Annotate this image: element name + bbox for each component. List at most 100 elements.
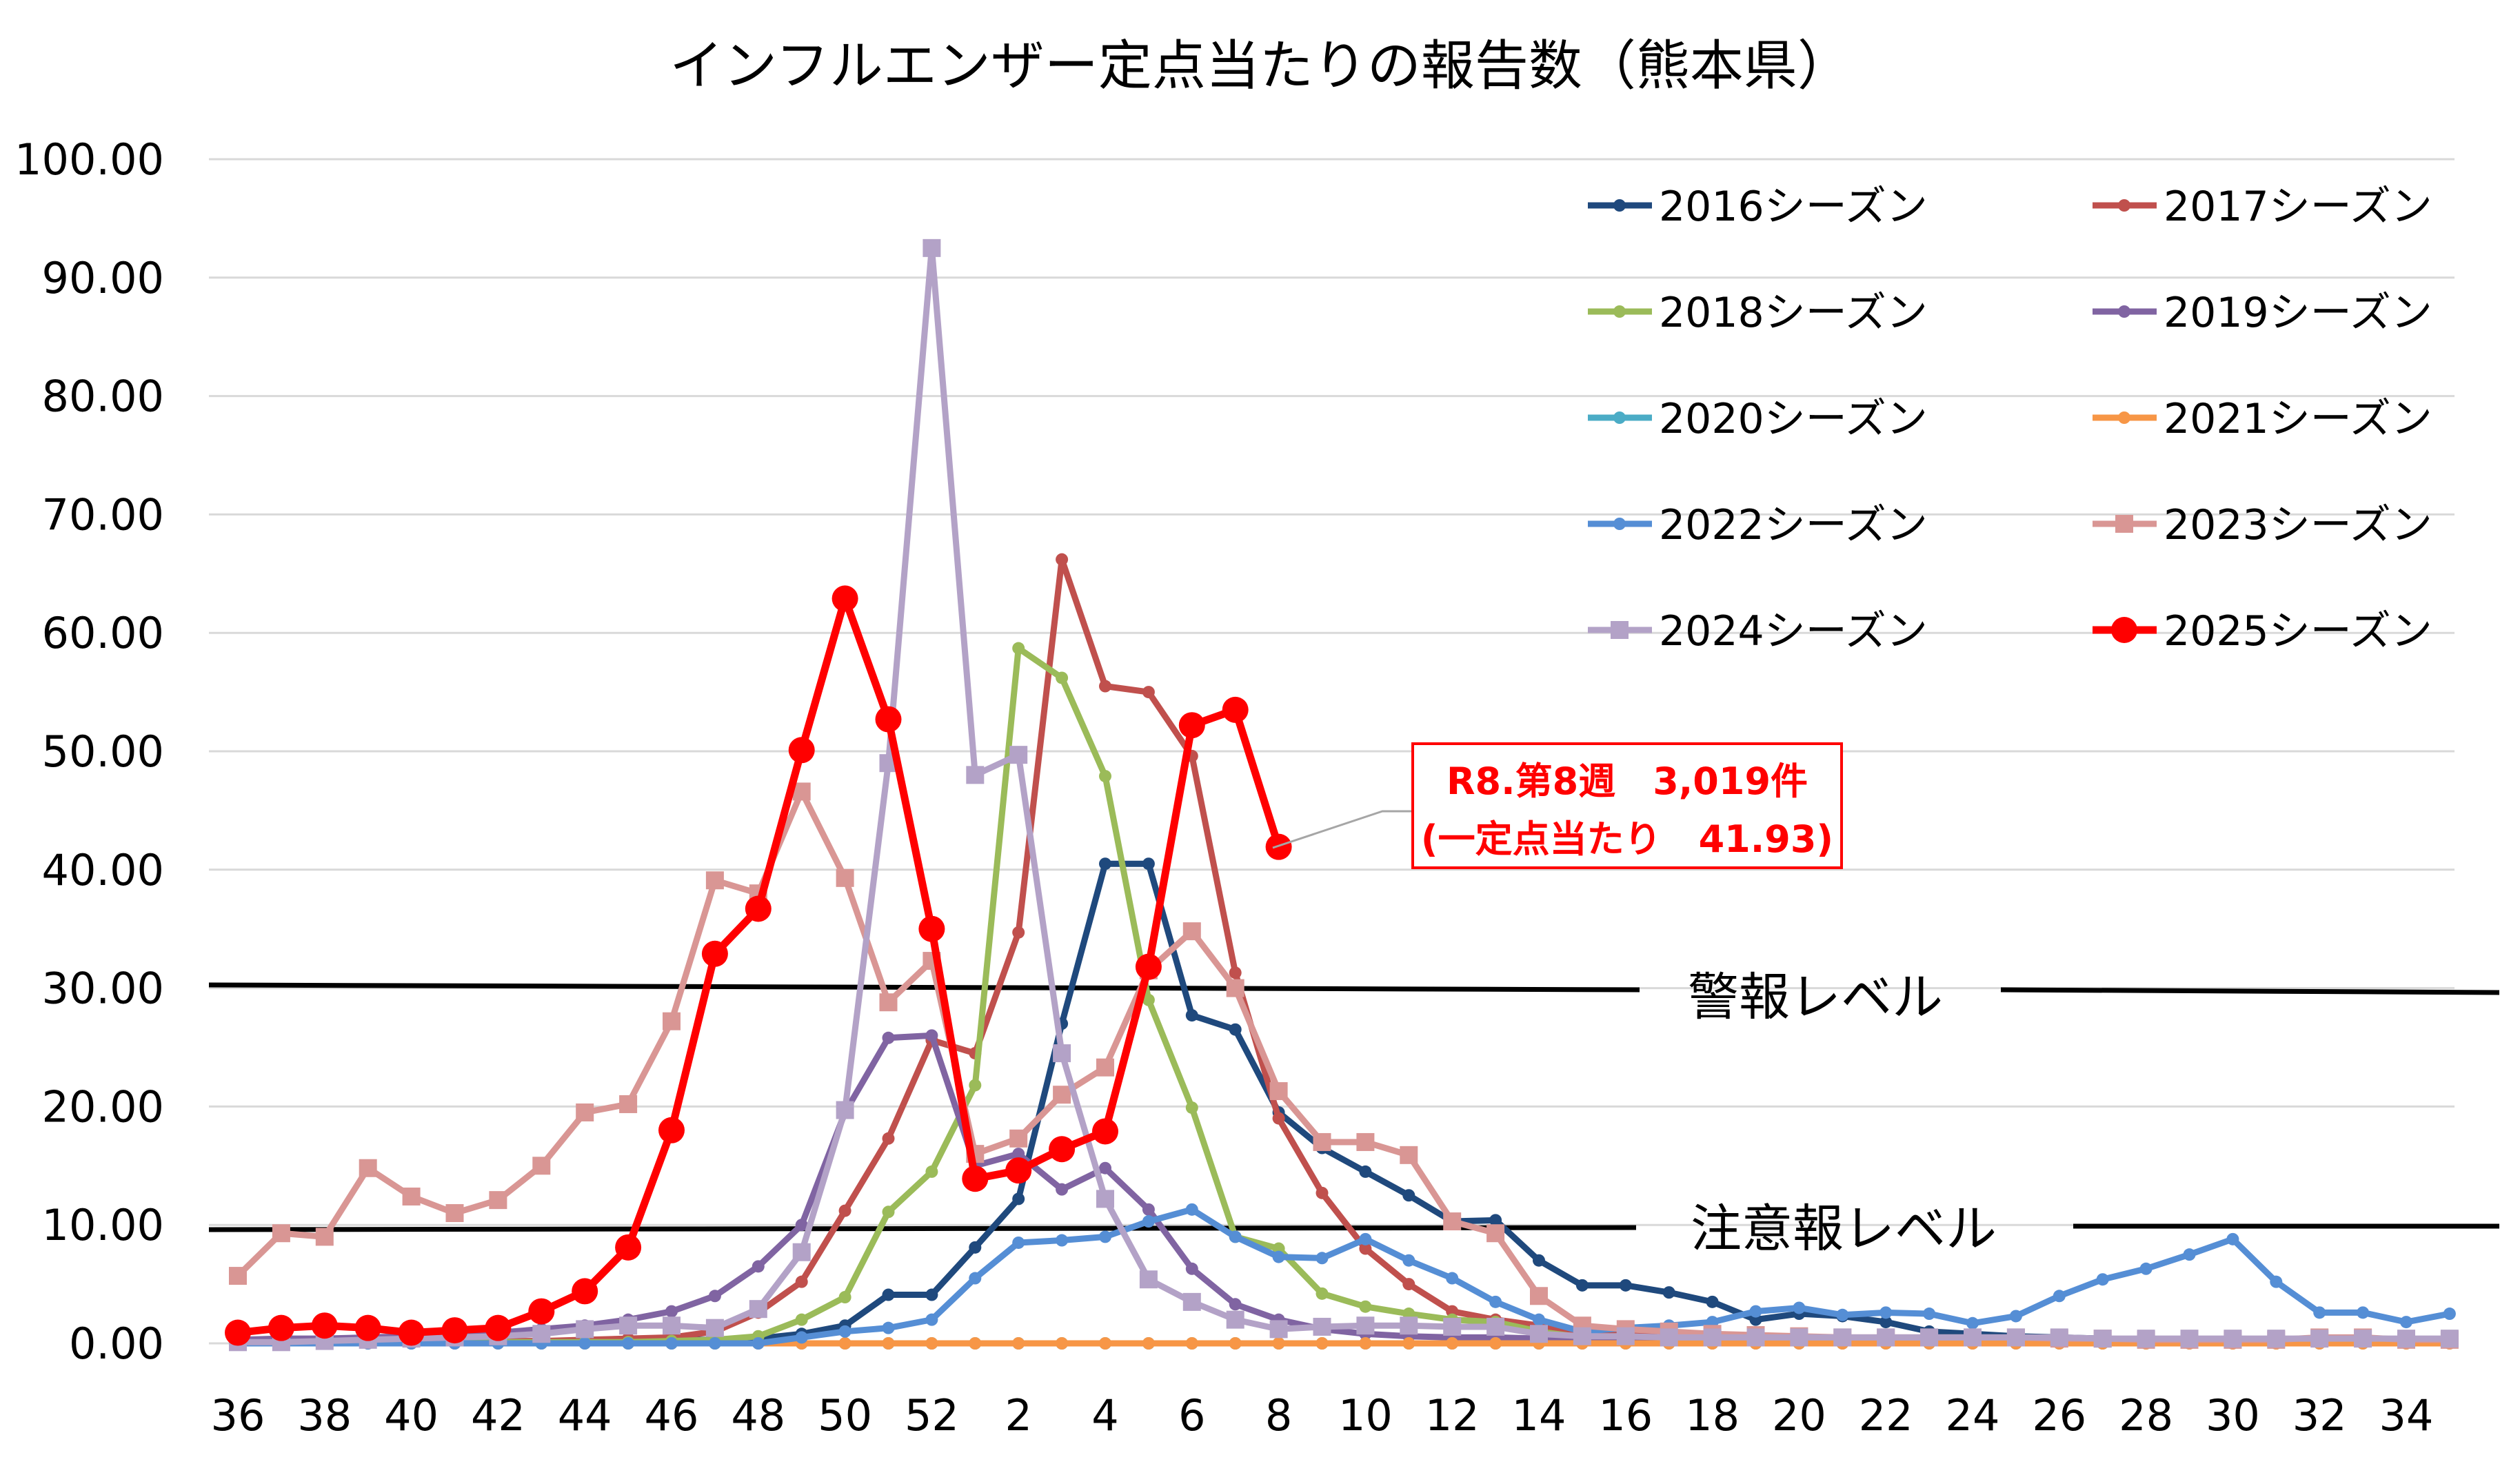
data-point	[441, 1317, 468, 1344]
data-point	[1575, 1279, 1589, 1292]
y-tick-label: 10.00	[42, 1200, 165, 1250]
data-point	[268, 1314, 294, 1341]
data-point	[315, 1228, 334, 1246]
data-point	[1489, 1214, 1502, 1227]
data-point	[962, 1166, 989, 1192]
data-point	[795, 1331, 808, 1344]
data-point	[1185, 1101, 1198, 1115]
data-point	[925, 1288, 938, 1301]
x-tick-label: 6	[1178, 1390, 1205, 1441]
series-line	[238, 1206, 2450, 1347]
series-2025シーズン	[225, 585, 1292, 1346]
data-point	[578, 1337, 592, 1350]
data-point	[1222, 696, 1249, 723]
data-point	[2270, 1275, 2283, 1288]
data-point	[875, 706, 902, 733]
series-line	[238, 245, 2450, 1345]
data-point	[2440, 1330, 2459, 1348]
data-point	[1619, 1279, 1632, 1292]
data-point	[1443, 1212, 1462, 1231]
x-tick-label: 50	[818, 1390, 872, 1441]
data-point	[1316, 1337, 1329, 1350]
data-point	[1446, 1337, 1459, 1350]
x-tick-label: 44	[558, 1390, 612, 1441]
data-point	[1099, 680, 1111, 693]
data-point	[1530, 1325, 1548, 1343]
data-point	[1662, 1286, 1675, 1299]
data-point	[1229, 1230, 1242, 1243]
data-point	[615, 1234, 642, 1261]
data-point	[663, 1316, 681, 1335]
legend-label: 2023シーズン	[2164, 501, 2432, 549]
data-point	[1099, 770, 1111, 783]
legend: 2016シーズン 2017シーズン 2018シーズン 2019シーズン 2020シーズン…	[1588, 183, 2432, 655]
data-point	[532, 1325, 551, 1343]
data-point	[1790, 1328, 1808, 1347]
data-point	[1356, 1132, 1375, 1151]
data-point	[838, 1325, 851, 1338]
annotation-line1: R8.第8週 3,019件	[1447, 760, 1808, 803]
data-point	[2267, 1330, 2286, 1348]
data-point	[1229, 1023, 1242, 1036]
data-point	[2224, 1330, 2242, 1348]
data-point	[1489, 1295, 1502, 1308]
data-point	[1099, 1337, 1111, 1350]
data-point	[1616, 1327, 1635, 1345]
x-axis-ticks: 36 38 40 42 44 46 48 50 52 2 4 6 8 10 12 14 16 18 20 22 24 26…	[211, 1390, 2434, 1441]
y-tick-label: 90.00	[42, 253, 165, 303]
data-point	[1920, 1328, 1939, 1347]
x-tick-label: 48	[731, 1390, 785, 1441]
data-point	[1012, 1148, 1025, 1161]
data-point	[1142, 1337, 1155, 1350]
data-point	[1573, 1327, 1591, 1345]
legend-item: 2023シーズン	[2093, 501, 2432, 549]
data-point	[882, 1206, 895, 1219]
data-point	[1316, 1252, 1329, 1265]
data-point	[1012, 1192, 1025, 1206]
data-point	[532, 1157, 551, 1175]
alert-level-label: 警報レベル	[1688, 968, 1943, 1027]
data-point	[402, 1187, 421, 1206]
legend-item: 2025シーズン	[2093, 607, 2432, 655]
chart-title: インフルエンザー定点当たりの報告数（熊本県）	[669, 35, 1851, 97]
legend-marker	[1613, 411, 1626, 424]
data-point	[1269, 1320, 1288, 1339]
data-point	[1053, 1086, 1071, 1104]
y-tick-label: 70.00	[42, 489, 165, 540]
data-point	[658, 1117, 685, 1143]
warning-level-label: 注意報レベル	[1691, 1199, 1997, 1259]
data-point	[1402, 1337, 1415, 1350]
data-point	[1402, 1278, 1415, 1291]
data-point	[1092, 1118, 1118, 1145]
legend-marker	[2115, 515, 2133, 533]
data-point	[1226, 1310, 1244, 1329]
data-point	[838, 1204, 851, 1217]
data-point	[1356, 1316, 1375, 1335]
data-point	[1012, 642, 1025, 655]
x-tick-label: 30	[2206, 1390, 2260, 1441]
data-point	[1182, 1292, 1201, 1311]
annotation-box	[1411, 742, 1843, 869]
data-point	[1879, 1306, 1893, 1319]
data-point	[1533, 1254, 1545, 1267]
data-point	[1229, 966, 1242, 979]
data-point	[1400, 1146, 1418, 1164]
data-point	[2050, 1328, 2068, 1347]
data-point	[2354, 1330, 2372, 1348]
legend-label: 2019シーズン	[2164, 289, 2432, 337]
data-point	[1313, 1317, 1331, 1336]
legend-item: 2018シーズン	[1588, 289, 1928, 337]
data-point	[795, 1219, 808, 1232]
data-point	[1142, 686, 1155, 699]
data-point	[708, 1290, 721, 1303]
data-point	[1099, 1161, 1111, 1174]
data-point	[619, 1095, 638, 1113]
data-point	[1049, 1136, 1076, 1163]
data-point	[2096, 1273, 2109, 1286]
data-point	[1879, 1316, 1893, 1329]
data-point	[359, 1159, 377, 1177]
data-point	[576, 1320, 594, 1339]
data-point	[745, 895, 772, 922]
data-point	[619, 1316, 638, 1335]
data-point	[272, 1224, 290, 1243]
